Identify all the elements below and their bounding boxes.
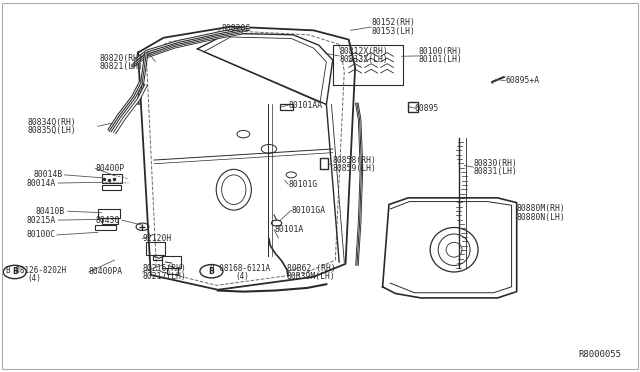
Text: 80880N(LH): 80880N(LH) bbox=[516, 213, 566, 222]
Text: 80B62 (RH): 80B62 (RH) bbox=[287, 264, 335, 273]
Text: 80101(LH): 80101(LH) bbox=[419, 55, 463, 64]
Bar bbox=[95, 225, 116, 231]
Text: 80820(RH): 80820(RH) bbox=[100, 54, 143, 62]
Text: 80101G: 80101G bbox=[288, 180, 317, 189]
Text: 80820C: 80820C bbox=[221, 24, 250, 33]
Bar bbox=[102, 174, 122, 183]
Text: B 08126-8202H: B 08126-8202H bbox=[6, 266, 66, 275]
Text: 80812X(RH): 80812X(RH) bbox=[339, 47, 388, 56]
Bar bbox=[153, 254, 163, 260]
Bar bbox=[102, 218, 118, 224]
Text: 80830(RH): 80830(RH) bbox=[473, 158, 517, 167]
Text: (4): (4) bbox=[236, 272, 250, 281]
Text: B: B bbox=[12, 267, 18, 276]
Text: 80859(LH): 80859(LH) bbox=[333, 164, 377, 173]
Bar bbox=[320, 158, 328, 169]
Text: 92120H: 92120H bbox=[143, 234, 172, 243]
Text: 80217(LH): 80217(LH) bbox=[143, 272, 186, 281]
Text: 80835Q(LH): 80835Q(LH) bbox=[28, 126, 76, 135]
Text: 80101GA: 80101GA bbox=[291, 206, 325, 215]
Text: 80216(RH): 80216(RH) bbox=[143, 264, 186, 273]
Text: 80400PA: 80400PA bbox=[89, 267, 123, 276]
Text: 80831(LH): 80831(LH) bbox=[473, 167, 517, 176]
Text: 80101AA: 80101AA bbox=[288, 101, 322, 110]
Bar bbox=[408, 102, 419, 112]
Text: B 08168-6121A: B 08168-6121A bbox=[210, 264, 270, 273]
Text: 80215A: 80215A bbox=[26, 216, 56, 225]
Text: 80014A: 80014A bbox=[26, 179, 56, 187]
Bar bbox=[167, 268, 178, 274]
Bar bbox=[98, 209, 120, 218]
Text: 80B39M(LH): 80B39M(LH) bbox=[287, 272, 335, 281]
Text: 80014B: 80014B bbox=[34, 170, 63, 179]
Bar bbox=[102, 185, 121, 190]
Text: 80400P: 80400P bbox=[95, 164, 124, 173]
Text: (4): (4) bbox=[28, 274, 42, 283]
Text: 80100(RH): 80100(RH) bbox=[419, 47, 463, 56]
Text: 60895+A: 60895+A bbox=[505, 76, 540, 85]
Text: 80100C: 80100C bbox=[26, 230, 56, 240]
Text: 80101A: 80101A bbox=[274, 225, 303, 234]
Text: 80813X(LH): 80813X(LH) bbox=[339, 55, 388, 64]
Text: 60895: 60895 bbox=[415, 104, 439, 113]
Text: B: B bbox=[209, 267, 214, 276]
Text: 80153(LH): 80153(LH) bbox=[371, 26, 415, 36]
Text: 80410B: 80410B bbox=[36, 207, 65, 216]
Text: 80880M(RH): 80880M(RH) bbox=[516, 205, 566, 214]
Bar bbox=[162, 256, 180, 268]
Text: 80821(LH): 80821(LH) bbox=[100, 62, 143, 71]
Text: R8000055: R8000055 bbox=[579, 350, 621, 359]
Text: 80858(RH): 80858(RH) bbox=[333, 156, 377, 165]
Bar bbox=[147, 241, 166, 254]
Text: 80152(RH): 80152(RH) bbox=[371, 19, 415, 28]
Bar bbox=[280, 105, 293, 110]
Text: 80834Q(RH): 80834Q(RH) bbox=[28, 118, 76, 127]
Text: 80430: 80430 bbox=[95, 216, 120, 225]
